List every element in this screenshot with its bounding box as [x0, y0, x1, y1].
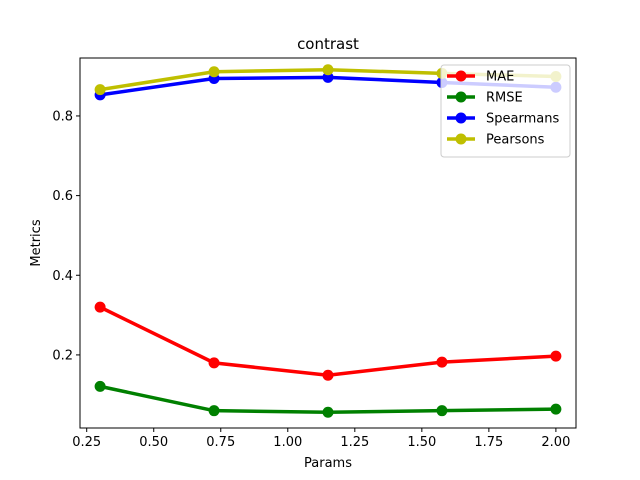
x-tick-label: 0.75: [206, 435, 235, 450]
data-point-pearsons: [322, 64, 334, 76]
data-point-rmse: [436, 405, 448, 417]
y-tick-label: 0.2: [52, 348, 73, 363]
legend-marker-mae: [455, 70, 467, 82]
data-point-mae: [322, 369, 334, 381]
x-tick-label: 1.50: [407, 435, 436, 450]
data-point-rmse: [208, 405, 220, 417]
x-tick-label: 0.25: [72, 435, 101, 450]
data-point-rmse: [550, 403, 562, 415]
data-point-mae: [94, 301, 106, 313]
legend: MAE RMSE Spearmans Pearsons: [440, 64, 571, 158]
legend-label-rmse: RMSE: [486, 91, 523, 106]
legend-box: [440, 64, 571, 158]
y-axis: 0.2 0.4 0.6 0.8: [52, 109, 80, 363]
data-point-mae: [550, 350, 562, 362]
x-tick-label: 0.50: [139, 435, 168, 450]
legend-label-pearsons: Pearsons: [486, 133, 545, 148]
y-tick-label: 0.4: [52, 269, 73, 284]
data-point-spearmans: [322, 71, 334, 83]
legend-label-mae: MAE: [486, 70, 514, 85]
y-axis-label: Metrics: [29, 219, 44, 266]
data-point-rmse: [322, 406, 334, 418]
data-point-pearsons: [94, 84, 106, 96]
data-point-mae: [436, 356, 448, 368]
legend-marker-pearsons: [455, 133, 467, 145]
data-point-pearsons: [208, 66, 220, 78]
x-tick-label: 1.25: [340, 435, 369, 450]
chart-title: contrast: [297, 35, 359, 53]
y-tick-label: 0.6: [52, 189, 73, 204]
y-tick-label: 0.8: [52, 109, 73, 124]
x-axis: 0.25 0.50 0.75 1.00 1.25 1.50 1.75 2.00: [72, 428, 570, 450]
x-tick-label: 1.75: [474, 435, 503, 450]
plot-frame: [79, 57, 577, 429]
legend-label-spearmans: Spearmans: [486, 112, 559, 127]
legend-marker-rmse: [455, 91, 467, 103]
data-point-rmse: [94, 380, 106, 392]
legend-marker-spearmans: [455, 112, 467, 124]
x-tick-label: 1.00: [273, 435, 302, 450]
data-point-mae: [208, 357, 220, 369]
x-axis-label: Params: [304, 456, 352, 471]
x-tick-label: 2.00: [541, 435, 570, 450]
